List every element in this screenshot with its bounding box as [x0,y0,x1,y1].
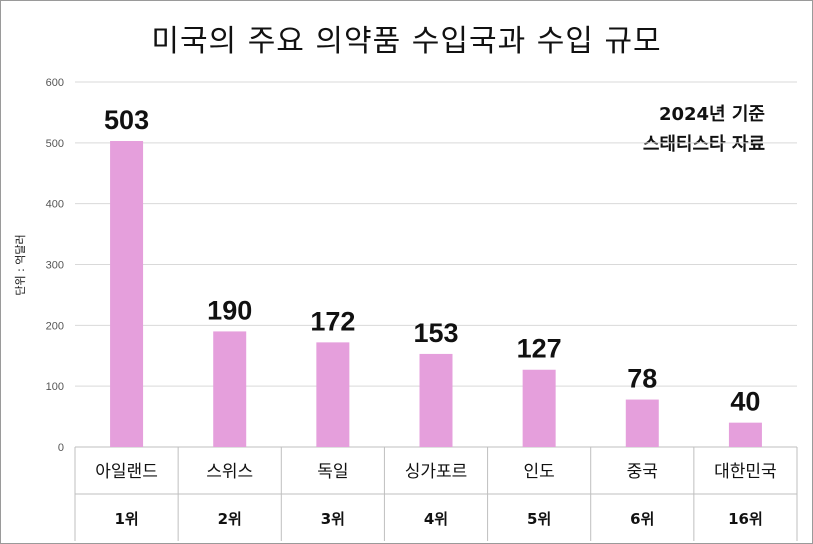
y-tick-label: 300 [46,260,64,272]
year-note: 2024년 기준 [658,104,765,125]
category-label: 싱가포르 [405,462,468,482]
bar-value-label: 40 [730,387,760,417]
bar-value-label: 78 [627,364,657,394]
y-tick-label: 600 [46,77,64,89]
rank-label: 1위 [114,510,138,528]
y-tick-label: 500 [46,138,64,150]
bar [110,141,144,447]
source-note: 2024년 기준 스태티스타 자료 [643,100,765,160]
category-label: 중국 [627,462,658,482]
y-tick-label: 100 [46,381,64,393]
rank-label: 5위 [527,510,551,528]
y-tick-label: 400 [46,199,64,211]
bar [625,399,659,447]
category-label: 아일랜드 [95,462,158,482]
rank-label: 3위 [321,510,345,528]
y-tick-label: 200 [46,320,64,332]
bar [728,422,762,447]
rank-label: 2위 [218,510,242,528]
rank-label: 4위 [424,510,448,528]
bar [316,342,350,447]
bar-value-label: 190 [207,295,252,325]
source-text: 스태티스타 자료 [642,134,765,155]
bar-value-label: 172 [310,306,355,336]
bar [522,369,556,447]
y-tick-label: 0 [58,442,64,454]
category-label: 독일 [317,462,348,482]
rank-label: 6위 [630,510,654,528]
rank-label: 16위 [728,510,763,528]
category-label: 인도 [524,462,555,482]
category-label: 대한민국 [714,462,777,482]
bar [213,331,247,447]
bar-value-label: 153 [413,318,458,348]
bar-value-label: 127 [517,334,562,364]
bar-value-label: 503 [104,105,149,135]
chart-title: 미국의 주요 의약품 수입국과 수입 규모 [151,24,662,59]
bar [419,353,453,447]
category-label: 스위스 [206,462,253,482]
